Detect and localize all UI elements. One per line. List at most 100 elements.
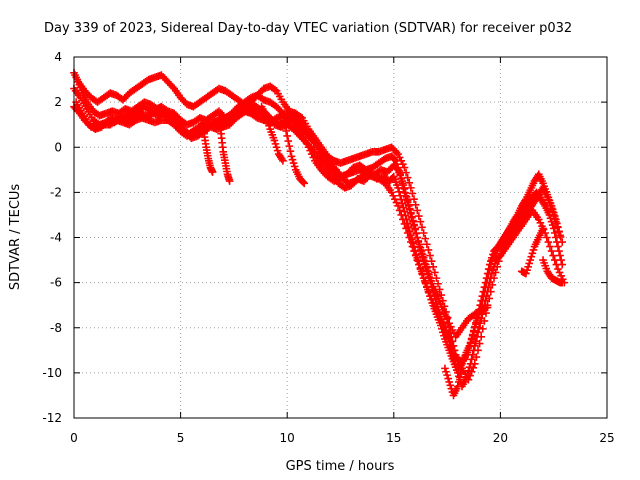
- data-point: [402, 168, 410, 177]
- data-point: [552, 217, 560, 226]
- data-point: [444, 343, 452, 352]
- data-point: [443, 340, 451, 349]
- series-bottom-17.7: [441, 364, 466, 400]
- data-point: [466, 339, 475, 348]
- y-tick-label: -8: [50, 321, 62, 335]
- data-point: [442, 308, 450, 316]
- data-point: [400, 185, 409, 193]
- data-point: [447, 352, 456, 360]
- data-point: [402, 224, 410, 233]
- y-tick-label: -10: [42, 366, 62, 380]
- data-point: [556, 251, 564, 260]
- data-point: [522, 269, 530, 278]
- data-point: [423, 240, 431, 249]
- data-point: [467, 335, 476, 344]
- data-point: [405, 178, 414, 187]
- data-point: [300, 179, 309, 188]
- data-point: [474, 328, 482, 337]
- data-point: [284, 137, 293, 145]
- data-point: [550, 256, 559, 264]
- data-point: [394, 166, 402, 174]
- data-point: [468, 331, 477, 340]
- data-point: [281, 122, 289, 130]
- data-point: [523, 266, 531, 275]
- data-point: [485, 294, 494, 303]
- data-point: [475, 339, 484, 348]
- data-point: [421, 234, 430, 243]
- data-point: [437, 291, 446, 299]
- data-point: [457, 369, 465, 377]
- data-point: [410, 247, 418, 255]
- data-point: [395, 168, 403, 177]
- data-point: [443, 313, 452, 322]
- data-point: [558, 238, 567, 246]
- data-point: [283, 132, 291, 140]
- x-tick-label: 0: [70, 431, 78, 445]
- data-point: [416, 265, 425, 273]
- data-point: [415, 260, 423, 269]
- x-tick-label: 25: [599, 431, 614, 445]
- data-point: [400, 220, 409, 228]
- data-point: [421, 263, 430, 271]
- data-point: [472, 353, 481, 361]
- data-point: [540, 259, 548, 267]
- data-point: [472, 320, 480, 329]
- data-point: [407, 238, 415, 246]
- y-tick-label: -4: [50, 231, 62, 245]
- data-point: [448, 342, 457, 350]
- data-point: [262, 111, 270, 120]
- series-track-b: [70, 84, 564, 375]
- data-point: [526, 256, 535, 264]
- series-branch-22.2: [539, 256, 567, 287]
- data-point: [525, 259, 533, 268]
- data-point: [400, 163, 409, 172]
- data-point: [450, 360, 459, 369]
- series-dip-7.0: [215, 111, 234, 185]
- series-branch-21.2: [517, 224, 547, 278]
- data-point: [419, 229, 428, 237]
- data-point: [450, 346, 458, 355]
- data-point: [429, 263, 438, 271]
- data-point: [455, 378, 463, 386]
- data-point: [418, 252, 427, 261]
- series-track-d: [74, 71, 492, 341]
- data-point: [441, 335, 449, 343]
- x-tick-label: 5: [177, 431, 185, 445]
- data-point: [399, 215, 407, 224]
- data-point: [550, 214, 559, 223]
- data-point: [399, 203, 408, 212]
- data-point: [264, 118, 272, 127]
- data-point: [424, 269, 432, 278]
- chart-title: Day 339 of 2023, Sidereal Day-to-day VTE…: [44, 21, 572, 36]
- data-point: [469, 363, 478, 372]
- data-point: [542, 233, 551, 242]
- series-dip-10.3: [279, 111, 309, 188]
- data-point: [394, 184, 402, 192]
- data-point: [555, 247, 563, 255]
- data-point: [403, 229, 412, 237]
- data-point: [529, 246, 538, 254]
- data-point: [446, 381, 455, 390]
- data-point: [466, 371, 474, 380]
- data-point: [488, 269, 496, 278]
- y-axis-label: SDTVAR / TECUs: [8, 184, 23, 291]
- data-point: [542, 264, 551, 273]
- data-point: [271, 140, 280, 148]
- data-point: [279, 111, 287, 120]
- data-point: [403, 173, 412, 182]
- data-point: [479, 325, 487, 333]
- data-point: [411, 251, 420, 260]
- data-point: [414, 238, 423, 246]
- data-point: [444, 374, 452, 383]
- data-point: [546, 201, 555, 210]
- data-point: [408, 242, 417, 251]
- data-point: [400, 207, 409, 216]
- data-point: [471, 342, 479, 350]
- data-point: [419, 256, 428, 264]
- data-point: [424, 287, 433, 296]
- data-point: [554, 242, 562, 251]
- data-point: [270, 136, 279, 145]
- data-point: [412, 229, 420, 237]
- data-point: [402, 193, 411, 201]
- data-point: [420, 259, 429, 268]
